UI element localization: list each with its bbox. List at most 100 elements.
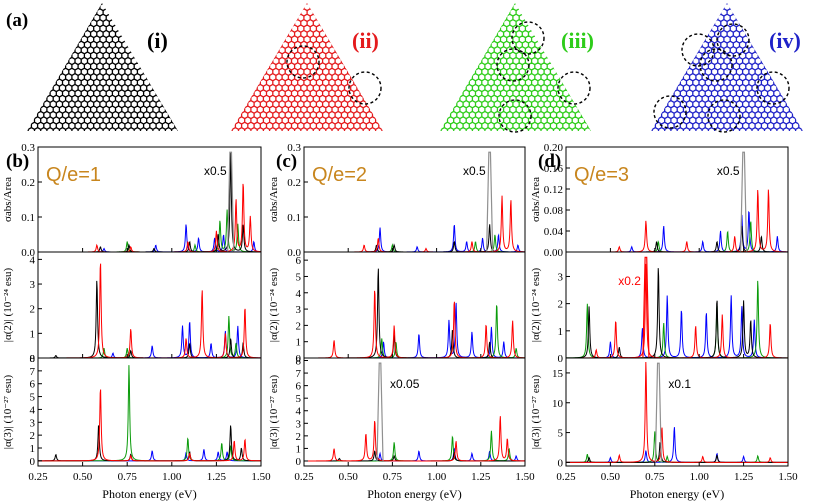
y-tick-label: 0.16	[544, 163, 564, 175]
series-ii-line	[566, 263, 789, 359]
y-tick-label: 6	[296, 255, 302, 267]
y-tick-label: 0.1	[21, 212, 35, 224]
y-tick-label: 2	[296, 431, 302, 443]
y-tick-label: 2	[30, 304, 36, 316]
y-tick-label: 4	[296, 288, 302, 300]
series-iii-line	[565, 431, 788, 463]
defect-circle	[756, 71, 790, 105]
y-tick-label: 0.04	[544, 226, 564, 238]
honeycomb-lattice	[651, 3, 803, 131]
y-tick-label: 2	[558, 299, 564, 311]
y-tick-label: 15	[552, 368, 564, 380]
plot-frame	[565, 251, 789, 359]
y-tick-label: 0	[296, 353, 302, 365]
defect-circle	[699, 48, 733, 82]
chart-column-d: 0.00 0.04 0.08 0.12 0.16 0.20 σabs/Area x0.5 0 1 2…	[530, 142, 798, 501]
plot-frame	[565, 146, 789, 253]
series-iv-line	[566, 295, 788, 359]
chart-row-3: 0 5 10 15 |α(3)| (10⁻²⁷ esu) x0.1	[530, 357, 789, 469]
y-tick-label: 7	[30, 366, 36, 378]
y-tick-label: 4	[30, 254, 36, 266]
y-tick-label: 3	[558, 271, 564, 283]
panel-label-a: (a)	[6, 10, 28, 31]
chart-row-1: 0.0 0.1 0.2 0.3 σabs/Area x0.5	[268, 142, 526, 259]
series-ii-line	[304, 290, 526, 359]
y-tick-label: 6	[30, 379, 36, 391]
series-iv-line	[304, 447, 526, 462]
scaled-peak	[486, 151, 494, 253]
x-tick-label: 1.00	[690, 471, 710, 483]
y-tick-label: 3	[30, 279, 36, 291]
scale-annotation: x0.05	[390, 377, 420, 391]
y-axis-label: |α(3)| (10⁻²⁷ esu)	[268, 374, 280, 449]
structure-2: (ii)	[231, 3, 383, 131]
y-tick-label: 8	[30, 353, 36, 365]
defect-circle	[653, 95, 687, 129]
structure-label: (iii)	[561, 28, 594, 53]
structure-4: (iv)	[651, 3, 803, 133]
defect-circle	[557, 71, 591, 105]
x-tick-label: 1.25	[471, 471, 491, 483]
plot-frame	[37, 357, 262, 467]
scale-annotation: x0.5	[204, 164, 227, 178]
scaled-peak	[642, 256, 650, 359]
scaled-peak	[740, 151, 748, 253]
y-tick-label: 0	[30, 353, 36, 365]
y-tick-label: 0.3	[21, 142, 35, 154]
plot-frame	[565, 357, 789, 467]
defect-circle	[286, 45, 320, 79]
x-tick-label: 0.25	[556, 471, 576, 483]
charge-label: Q/e=2	[312, 164, 367, 186]
x-tick-label: 0.25	[28, 471, 48, 483]
y-tick-label: 8	[296, 356, 302, 368]
y-tick-label: 1	[30, 328, 36, 340]
y-tick-label: 5	[30, 392, 36, 404]
y-tick-label: 0	[296, 456, 302, 468]
y-axis-label: |α(2)| (10⁻²⁴ esu)	[530, 267, 542, 342]
y-tick-label: 1	[296, 443, 302, 455]
y-tick-label: 0.12	[544, 184, 563, 196]
x-tick-label: 1.00	[427, 471, 447, 483]
structure-label: (i)	[147, 28, 168, 53]
x-tick-label: 1.50	[515, 471, 535, 483]
y-axis-label: σabs/Area	[530, 177, 542, 222]
x-tick-label: 1.25	[734, 471, 754, 483]
y-tick-label: 0.2	[287, 177, 301, 189]
y-tick-label: 0.3	[287, 142, 301, 154]
scale-annotation: x0.1	[668, 377, 691, 391]
x-tick-label: 0.50	[339, 471, 359, 483]
panel-label-d: (d)	[538, 151, 561, 172]
y-tick-label: 2	[30, 430, 36, 442]
y-tick-label: 1	[296, 337, 302, 349]
x-tick-label: 0.75	[645, 471, 665, 483]
y-tick-label: 0.2	[21, 177, 35, 189]
series-ii-line	[38, 389, 261, 462]
series-iv-line	[566, 210, 789, 253]
y-tick-label: 10	[552, 398, 564, 410]
y-tick-label: 4	[296, 406, 302, 418]
x-axis-label: Photon energy (eV)	[102, 487, 196, 501]
x-tick-label: 0.75	[383, 471, 403, 483]
x-axis-label: Photon energy (eV)	[630, 487, 724, 501]
chart-row-2: 0 1 2 3 |α(2)| (10⁻²⁴ esu) x0.2	[530, 251, 789, 365]
x-tick-label: 1.00	[162, 471, 182, 483]
y-tick-label: 1	[30, 443, 36, 455]
x-tick-label: 0.50	[73, 471, 93, 483]
series-iv-line	[566, 427, 788, 463]
y-axis-label: |α(3)| (10⁻²⁷ esu)	[2, 374, 14, 449]
y-axis-label: |α(3)| (10⁻²⁷ esu)	[530, 374, 542, 449]
y-tick-label: 3	[30, 417, 36, 429]
defect-circle	[707, 99, 741, 133]
series-ii-line	[566, 189, 789, 253]
y-tick-label: 0	[30, 456, 36, 468]
series-iii-line	[38, 365, 261, 462]
y-tick-label: 0	[558, 353, 564, 365]
x-tick-label: 1.50	[251, 471, 271, 483]
honeycomb-lattice	[231, 3, 383, 131]
series-iv-line	[304, 302, 525, 359]
y-tick-label: 6	[296, 381, 302, 393]
x-tick-label: 1.25	[207, 471, 227, 483]
